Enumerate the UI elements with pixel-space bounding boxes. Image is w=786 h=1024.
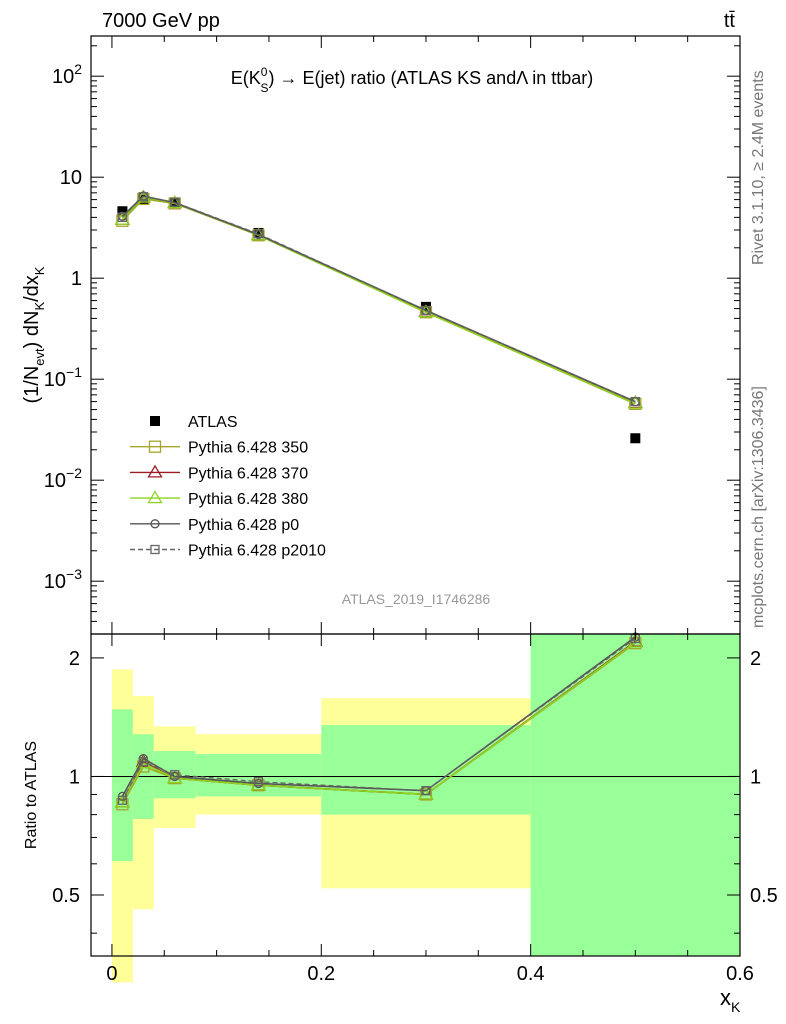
ratio-ytick-label-left-2: 2 <box>69 648 80 670</box>
main-ytick-label-4: 10 <box>60 167 82 189</box>
green-band-4 <box>321 725 531 815</box>
title-pre: E(K <box>231 68 261 88</box>
ratio-line-series-4 <box>121 638 636 801</box>
main-point-s5-1 <box>138 192 148 202</box>
main-ytick-label-5: 102 <box>52 61 82 88</box>
main-ylabel: (1/Nevt) dNK/dxK <box>21 266 47 403</box>
analysis-watermark: ATLAS_2019_I1746286 <box>342 591 491 607</box>
main-point-s5-3 <box>253 229 264 239</box>
process-label: tt̄ <box>724 10 736 32</box>
main-point-s1-5 <box>629 397 642 410</box>
axes: 0 0.2 0.4 0.6 10−3 10−2 10−1 1 10 102 0.5 0.5 1 1 2 2 <box>44 35 778 985</box>
legend-marker-2 <box>147 464 163 478</box>
legend: ATLAS Pythia 6.428 350 Pythia 6.428 370 Pyt… <box>130 414 326 560</box>
ratio-point-s2-0 <box>114 794 131 808</box>
main-line-series-2 <box>121 196 636 404</box>
legend-marker-3 <box>147 490 163 504</box>
ratio-ytick-label-left-0: 0.5 <box>52 885 80 907</box>
ratio-point-s4-1 <box>138 757 148 767</box>
main-line-series-1 <box>121 198 636 405</box>
energy-label: 7000 GeV pp <box>102 10 220 32</box>
legend-label-0: ATLAS <box>188 414 238 431</box>
main-ytick-label-3: 1 <box>71 268 82 290</box>
legend-label-3: Pythia 6.428 380 <box>188 491 308 508</box>
ratio-ytick-label-right-0: 0.5 <box>750 885 778 907</box>
x-tick-label-3: 0.6 <box>726 963 754 985</box>
ratio-line-series-2 <box>121 641 636 803</box>
mcplots-label: mcplots.cern.ch [arXiv:1306.3436] <box>750 386 767 628</box>
legend-label-2: Pythia 6.428 370 <box>188 465 308 482</box>
main-point-s3-5 <box>627 395 643 409</box>
ratio-ytick-label-right-2: 2 <box>750 648 761 670</box>
chart-title: E(K0 S) → E(jet) ratio (ATLAS KS andΛ in … <box>231 65 594 95</box>
main-point-s5-5 <box>630 396 640 407</box>
ratio-uncertainty-bands <box>91 634 740 983</box>
ratio-ylabel: Ratio to ATLAS <box>23 741 40 849</box>
legend-marker-0 <box>150 416 160 426</box>
ratio-point-s4-2 <box>170 770 180 780</box>
xlabel: xK <box>720 985 741 1015</box>
main-ytick-label-1: 10−2 <box>44 465 82 492</box>
legend-marker-1 <box>148 440 162 453</box>
main-point-s5-2 <box>170 197 180 207</box>
main-point-s0-5 <box>630 433 641 444</box>
main-point-s0-0 <box>117 206 128 217</box>
green-band-5 <box>530 634 740 956</box>
x-tick-label-0: 0 <box>106 963 117 985</box>
main-point-s5-0 <box>117 212 128 223</box>
main-point-s0-3 <box>253 228 264 239</box>
ratio-point-s4-3 <box>253 777 264 787</box>
legend-marker-5 <box>150 544 160 555</box>
ratio-point-s2-1 <box>135 755 151 769</box>
ratio-frame <box>90 633 741 957</box>
title-post: ) → E(jet) ratio (ATLAS KS andΛ in ttbar… <box>268 68 593 88</box>
legend-label-4: Pythia 6.428 p0 <box>188 517 299 534</box>
green-band-0 <box>111 709 133 861</box>
main-point-s5-4 <box>421 305 431 316</box>
main-ytick-label-2: 10−1 <box>44 364 82 391</box>
ratio-ytick-label-left-1: 1 <box>69 766 80 788</box>
x-tick-label-2: 0.4 <box>517 963 545 985</box>
title-sup: 0 <box>261 65 268 79</box>
main-ytick-label-0: 10−3 <box>44 566 82 593</box>
legend-label-5: Pythia 6.428 p2010 <box>188 543 326 560</box>
ratio-point-s4-0 <box>117 795 128 805</box>
title-sub: S <box>260 81 268 95</box>
main-point-s3-3 <box>250 227 267 241</box>
rivet-label: Rivet 3.1.10, ≥ 2.4M events <box>750 70 767 265</box>
ratio-point-s4-4 <box>421 786 431 796</box>
main-line-series-3 <box>121 196 636 405</box>
x-tick-label-1: 0.2 <box>307 963 335 985</box>
ratio-ytick-label-right-1: 1 <box>750 766 761 788</box>
legend-marker-4 <box>150 519 160 529</box>
legend-label-1: Pythia 6.428 350 <box>188 440 308 457</box>
main-series-lines <box>114 189 643 444</box>
ratio-series-lines <box>114 632 643 811</box>
green-band-2 <box>153 751 196 799</box>
